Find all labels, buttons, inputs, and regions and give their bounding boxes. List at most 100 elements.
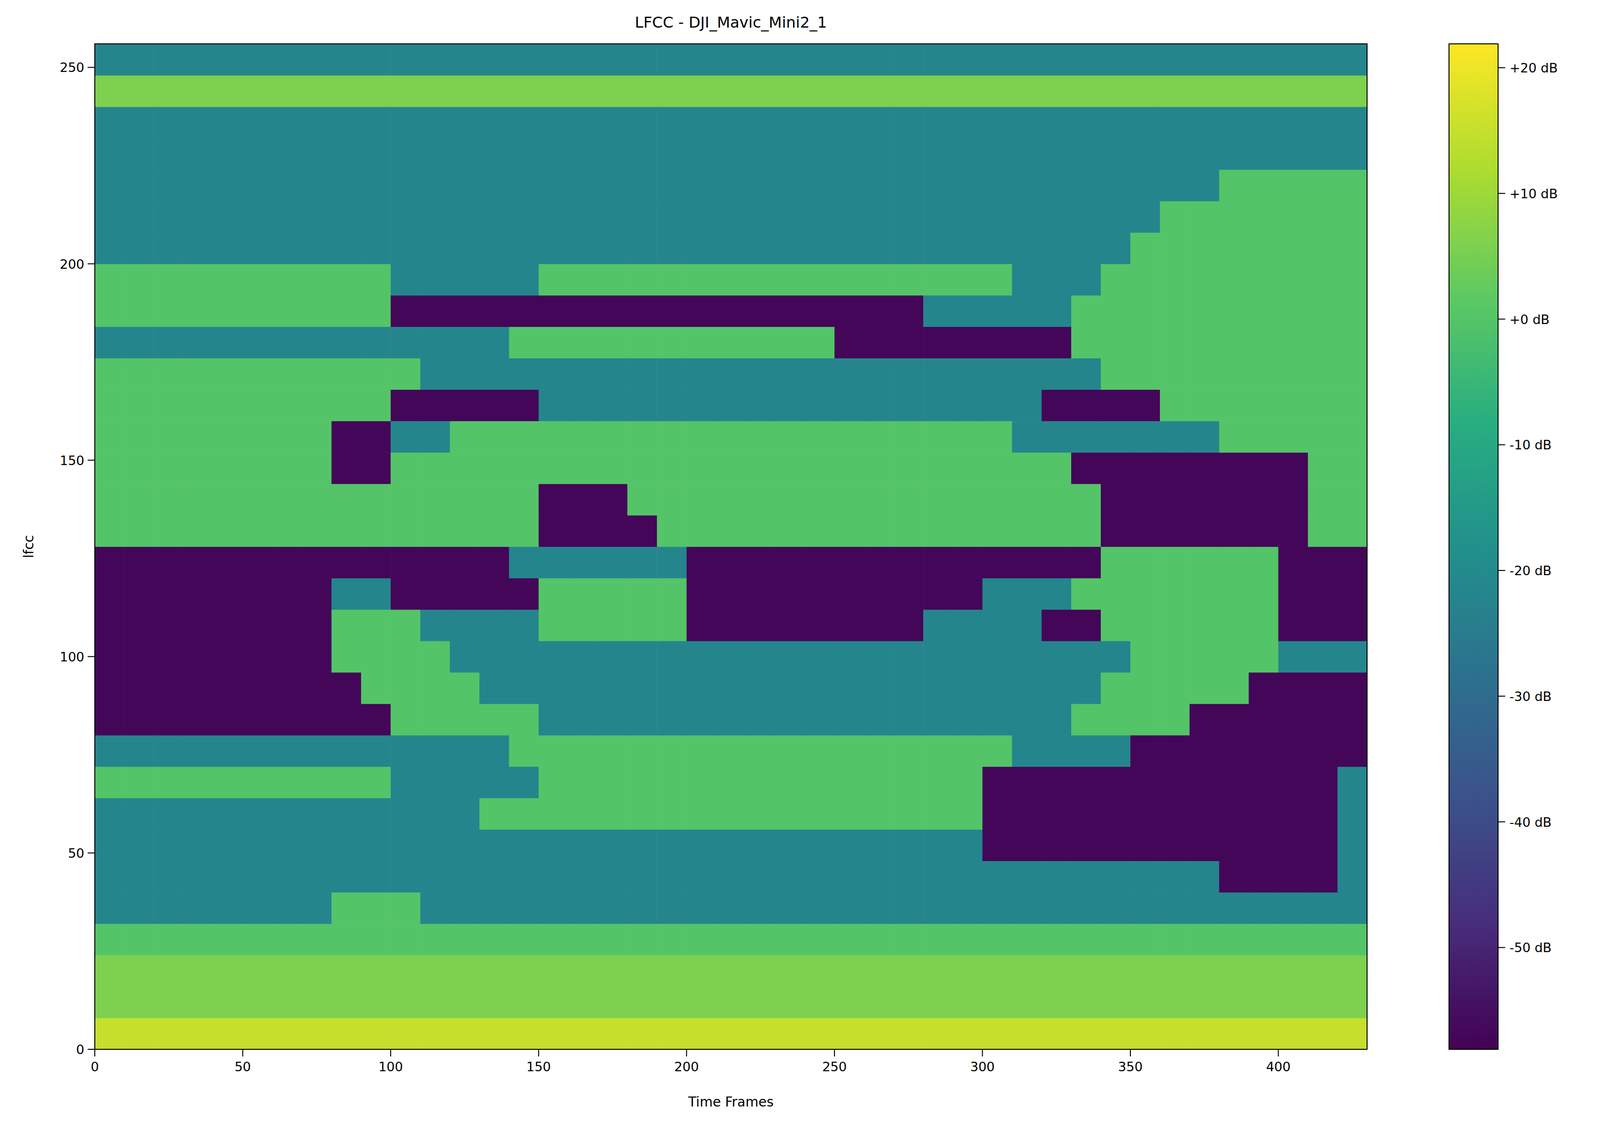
cell <box>331 75 362 108</box>
cell <box>775 1017 806 1049</box>
cell <box>1218 201 1249 233</box>
cell <box>420 766 451 799</box>
colorbar-tick <box>1498 67 1506 69</box>
cell <box>479 263 510 296</box>
cell <box>449 546 480 579</box>
cell <box>183 766 214 799</box>
cell <box>952 232 983 265</box>
cell <box>390 232 421 265</box>
cell <box>864 766 895 799</box>
cell <box>686 954 717 987</box>
cell <box>1248 891 1279 924</box>
cell <box>390 672 421 705</box>
cell <box>124 1017 155 1049</box>
cell <box>1159 546 1190 579</box>
cell <box>627 703 658 736</box>
cell <box>597 672 628 705</box>
cell <box>183 106 214 139</box>
y-axis-label: lfcc <box>20 534 37 558</box>
cell <box>94 766 125 799</box>
cell <box>1189 734 1220 767</box>
cell <box>1041 169 1072 202</box>
cell <box>1100 232 1131 265</box>
cell <box>390 577 421 610</box>
cell <box>1248 138 1279 171</box>
cell <box>449 672 480 705</box>
cell <box>212 891 243 924</box>
cell <box>449 734 480 767</box>
cell <box>923 640 954 673</box>
cell <box>1071 326 1102 359</box>
cell <box>1308 263 1339 296</box>
cell <box>627 483 658 516</box>
cell <box>242 452 273 484</box>
cell <box>952 43 983 76</box>
cell <box>686 923 717 956</box>
cell <box>1218 609 1249 642</box>
cell <box>715 357 746 390</box>
cell <box>272 106 303 139</box>
cell <box>627 609 658 642</box>
cell <box>1308 452 1339 484</box>
cell <box>538 672 569 705</box>
cell <box>893 954 924 987</box>
cell <box>656 860 687 893</box>
cell <box>390 860 421 893</box>
cell <box>509 232 540 265</box>
cell <box>449 703 480 736</box>
cell <box>420 860 451 893</box>
y-tick <box>87 66 95 68</box>
cell <box>94 295 125 328</box>
cell <box>982 483 1013 516</box>
cell <box>331 577 362 610</box>
cell <box>1130 514 1161 547</box>
cell <box>952 923 983 956</box>
cell <box>686 640 717 673</box>
cell <box>923 106 954 139</box>
cell <box>775 357 806 390</box>
cell <box>775 672 806 705</box>
cell <box>775 169 806 202</box>
cell <box>1248 263 1279 296</box>
cell <box>627 263 658 296</box>
cell <box>745 75 776 108</box>
cell <box>568 75 599 108</box>
cell <box>982 514 1013 547</box>
cell <box>1337 609 1368 642</box>
cell <box>124 389 155 422</box>
cell <box>1337 232 1368 265</box>
cell <box>893 357 924 390</box>
cell <box>597 295 628 328</box>
cell <box>361 169 392 202</box>
x-tick <box>1277 1048 1279 1057</box>
cell <box>183 891 214 924</box>
cell <box>1130 797 1161 830</box>
cell <box>1189 75 1220 108</box>
cell <box>1218 828 1249 861</box>
cell <box>1278 263 1309 296</box>
cell <box>1071 483 1102 516</box>
cell <box>212 75 243 108</box>
cell <box>923 703 954 736</box>
cell <box>94 577 125 610</box>
cell <box>1041 640 1072 673</box>
cell <box>242 986 273 1018</box>
y-tick <box>87 459 95 461</box>
cell <box>509 138 540 171</box>
cell <box>420 295 451 328</box>
cell <box>479 420 510 453</box>
cell <box>923 263 954 296</box>
cell <box>242 891 273 924</box>
cell <box>834 43 865 76</box>
cell <box>390 75 421 108</box>
cell <box>1100 75 1131 108</box>
cell <box>390 106 421 139</box>
plot-frame <box>94 43 1368 1049</box>
cell <box>597 43 628 76</box>
cell <box>301 138 333 171</box>
cell <box>597 577 628 610</box>
cell <box>212 232 243 265</box>
cell <box>1100 138 1131 171</box>
cell <box>153 734 184 767</box>
cell <box>1337 986 1368 1018</box>
